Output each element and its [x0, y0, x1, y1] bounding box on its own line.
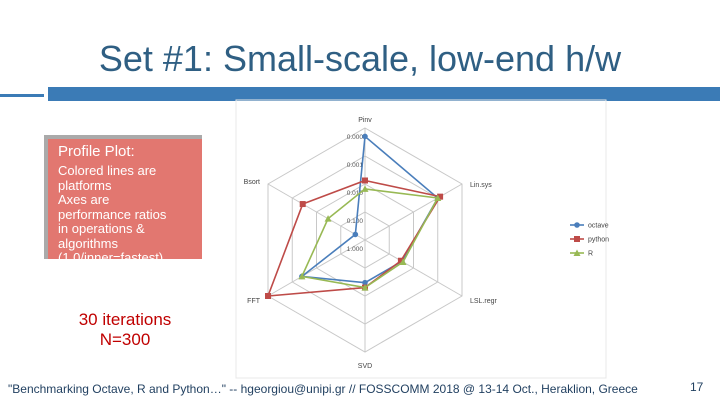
radial-tick-label: 0.100: [347, 218, 364, 225]
data-point-r-svd: [361, 284, 369, 291]
series-line-r: [300, 188, 440, 289]
data-point-octave-pinv: [362, 133, 368, 140]
data-point-r-bsort: [324, 215, 332, 222]
axis-spoke-bsort: [267, 183, 366, 241]
legend-marker-octave: [574, 222, 580, 228]
axis-label-lin-sys: Lin.sys: [470, 182, 492, 189]
radial-tick-label: 0.000: [347, 134, 364, 141]
slide-title: Set #1: Small-scale, low-end h/w: [98, 38, 622, 79]
iterations-note: 30 iterations N=300: [60, 310, 190, 350]
data-point-python-lsl-regr: [397, 257, 404, 264]
axis-spoke-fft: [267, 239, 366, 297]
profile-heading: Profile Plot:: [58, 143, 135, 160]
data-point-python-pinv: [362, 177, 368, 184]
data-point-r-pinv: [361, 185, 369, 192]
axis-label-lsl-regr: LSL.regr: [470, 298, 498, 305]
axis-label-bsort: Bsort: [244, 179, 260, 186]
chart-frame: [235, 99, 607, 379]
legend-marker-r: [573, 249, 581, 256]
profile-description: Colored lines are platforms Axes are per…: [58, 163, 167, 259]
axis-label-pinv: Pinv: [358, 117, 372, 124]
legend-label-python: python: [588, 237, 609, 244]
axis-label-fft: FFT: [247, 298, 261, 305]
data-point-python-lin-sys: [437, 193, 444, 200]
axis-label-svd: SVD: [358, 363, 372, 370]
profile-plot-note: Profile Plot: Colored lines are platform…: [44, 135, 202, 259]
radial-tick-label: 1.000: [347, 246, 364, 253]
data-point-r-fft: [298, 272, 306, 280]
footer-citation: "Benchmarking Octave, R and Python…" -- …: [8, 382, 638, 396]
radial-tick-label: 0.010: [347, 190, 364, 197]
legend-label-octave: octave: [588, 223, 609, 230]
data-point-python-fft: [265, 293, 272, 299]
data-point-r-lsl-regr: [399, 258, 407, 265]
data-point-r-lin-sys: [434, 194, 442, 201]
title-underline-left: [0, 94, 44, 97]
radial-tick-label: 0.001: [347, 162, 364, 169]
axis-spoke-lin-sys: [364, 183, 463, 241]
title-underline: [48, 87, 720, 101]
page-number: 17: [690, 380, 704, 394]
legend-label-r: R: [588, 251, 593, 258]
matrix-size: N=300: [99, 330, 151, 349]
data-point-octave-bsort: [352, 231, 359, 238]
data-point-python-bsort: [299, 201, 306, 208]
iterations-count: 30 iterations: [78, 310, 172, 329]
legend-marker-python: [574, 236, 580, 242]
axis-spoke-lsl-regr: [364, 239, 463, 297]
data-point-octave-svd: [362, 279, 368, 286]
